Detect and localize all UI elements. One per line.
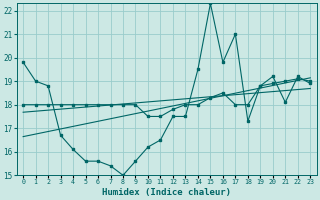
X-axis label: Humidex (Indice chaleur): Humidex (Indice chaleur) bbox=[102, 188, 231, 197]
